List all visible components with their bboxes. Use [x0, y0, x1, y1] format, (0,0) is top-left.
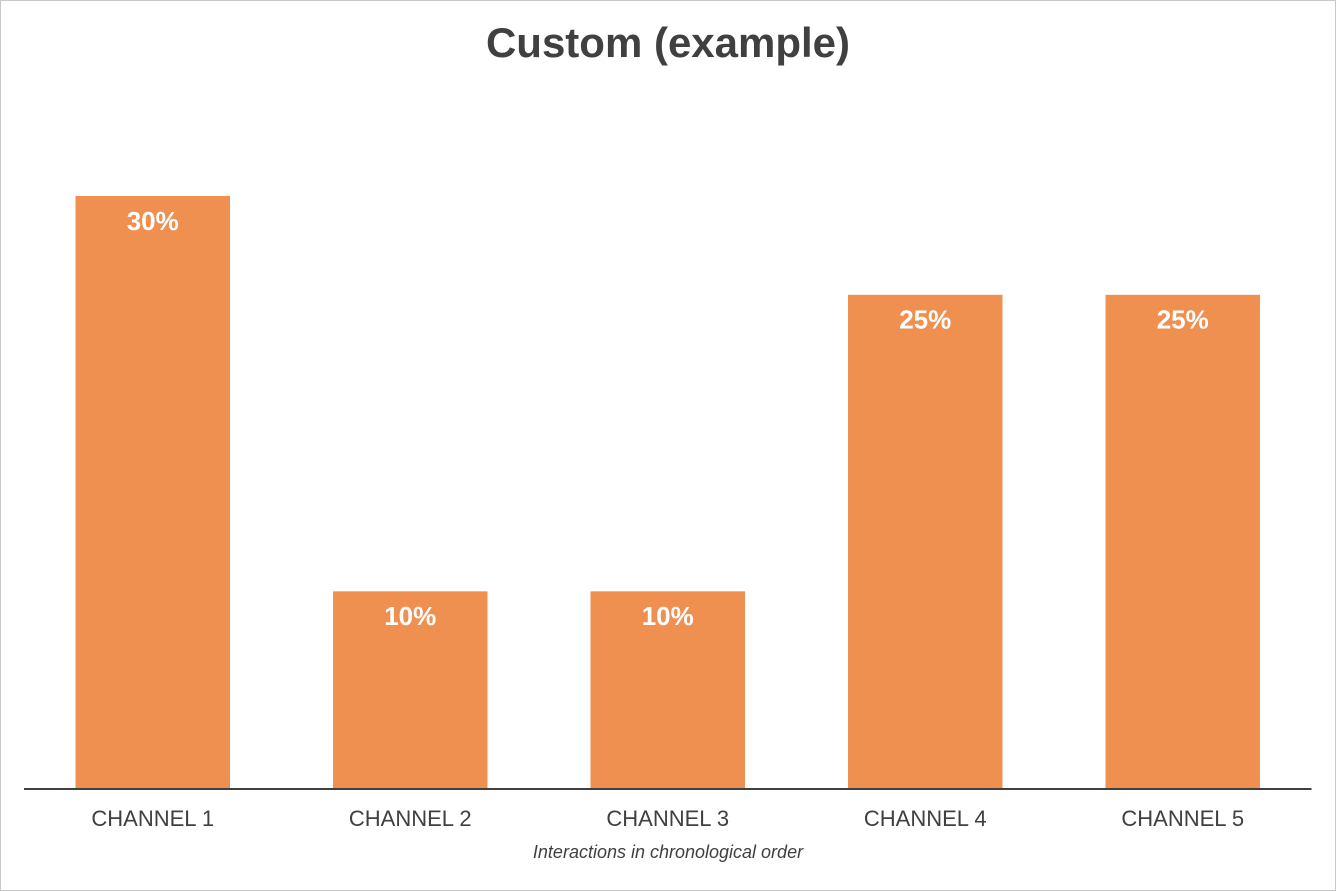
x-tick-label: CHANNEL 5 [1121, 806, 1244, 831]
x-tick-label: CHANNEL 3 [606, 806, 729, 831]
bar [848, 294, 1003, 789]
bar [590, 591, 745, 789]
data-label: 25% [1157, 305, 1209, 335]
x-tick-label: CHANNEL 2 [349, 806, 472, 831]
data-label: 30% [127, 206, 179, 236]
bar [333, 591, 488, 789]
bar [75, 196, 230, 789]
data-label: 25% [899, 305, 951, 335]
chart-title: Custom (example) [486, 19, 850, 66]
x-tick-label: CHANNEL 4 [864, 806, 987, 831]
bar [1105, 294, 1260, 789]
x-axis-label: Interactions in chronological order [533, 842, 804, 862]
data-label: 10% [384, 601, 436, 631]
x-tick-label: CHANNEL 1 [91, 806, 214, 831]
data-label: 10% [642, 601, 694, 631]
